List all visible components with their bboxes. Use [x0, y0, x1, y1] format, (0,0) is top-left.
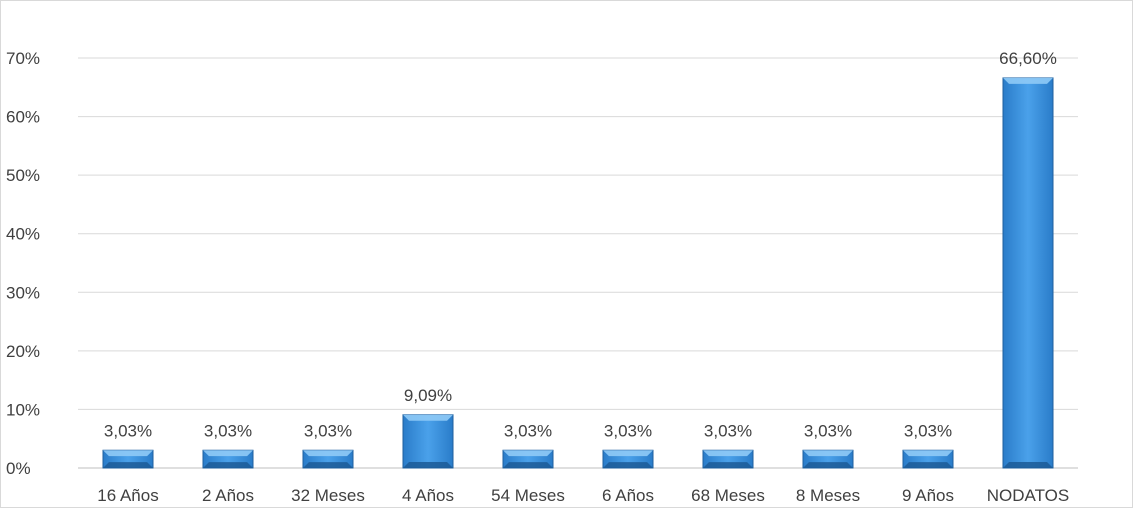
bar-bevel-top — [1003, 77, 1053, 84]
bar-bevel-top — [903, 450, 953, 457]
y-tick-label: 10% — [6, 400, 40, 419]
y-axis-ticks: 0% 10% 20% 30% 40% 50% 60% 70% — [6, 49, 40, 478]
bar-body — [1002, 77, 1054, 469]
bar-bevel-bottom — [203, 462, 253, 468]
data-label: 3,03% — [604, 421, 652, 440]
data-label: 3,03% — [504, 421, 552, 440]
bar — [202, 449, 254, 469]
data-labels: 3,03% 3,03% 3,03% 9,09% 3,03% 3,03% 3,03% 3,03%… — [104, 49, 1057, 440]
x-tick-label: 68 Meses — [691, 486, 765, 505]
bar — [302, 449, 354, 469]
bar-bevel-bottom — [803, 462, 853, 468]
bar — [702, 449, 754, 469]
x-tick-label: 32 Meses — [291, 486, 365, 505]
x-tick-label: 4 Años — [402, 486, 454, 505]
bar — [602, 449, 654, 469]
bar — [1002, 77, 1054, 469]
bar — [402, 414, 454, 469]
x-tick-label: 54 Meses — [491, 486, 565, 505]
data-label: 66,60% — [999, 49, 1057, 68]
x-axis-ticks: 16 Años 2 Años 32 Meses 4 Años 54 Meses 6 Año… — [97, 486, 1069, 505]
bar-body — [402, 414, 454, 469]
bar-bevel-top — [303, 450, 353, 457]
y-tick-label: 50% — [6, 166, 40, 185]
bar-bevel-top — [503, 450, 553, 457]
bar-bevel-bottom — [903, 462, 953, 468]
bar-bevel-top — [203, 450, 253, 457]
bar-bevel-bottom — [303, 462, 353, 468]
bar-bevel-top — [603, 450, 653, 457]
y-tick-label: 30% — [6, 283, 40, 302]
bar-bevel-top — [103, 450, 153, 457]
bar-bevel-bottom — [603, 462, 653, 468]
y-tick-label: 20% — [6, 342, 40, 361]
bar-bevel-bottom — [103, 462, 153, 468]
bar — [802, 449, 854, 469]
bar-bevel-top — [403, 414, 453, 421]
bar-bevel-top — [803, 450, 853, 457]
y-tick-label: 0% — [6, 459, 31, 478]
data-label: 3,03% — [104, 421, 152, 440]
bar-bevel-top — [703, 450, 753, 457]
data-label: 3,03% — [204, 421, 252, 440]
bar-bevel-bottom — [403, 462, 453, 468]
bar — [502, 449, 554, 469]
gridlines — [78, 57, 1078, 469]
x-tick-label: 8 Meses — [796, 486, 860, 505]
x-tick-label: 2 Años — [202, 486, 254, 505]
bars — [102, 77, 1054, 469]
bar — [102, 449, 154, 469]
bar-bevel-bottom — [703, 462, 753, 468]
x-tick-label: 16 Años — [97, 486, 158, 505]
bar-bevel-bottom — [1003, 462, 1053, 468]
y-tick-label: 40% — [6, 225, 40, 244]
data-label: 9,09% — [404, 386, 452, 405]
y-tick-label: 70% — [6, 49, 40, 68]
data-label: 3,03% — [704, 421, 752, 440]
bar — [902, 449, 954, 469]
data-label: 3,03% — [904, 421, 952, 440]
data-label: 3,03% — [804, 421, 852, 440]
data-label: 3,03% — [304, 421, 352, 440]
x-tick-label: NODATOS — [987, 486, 1070, 505]
y-tick-label: 60% — [6, 108, 40, 127]
x-tick-label: 9 Años — [902, 486, 954, 505]
x-tick-label: 6 Años — [602, 486, 654, 505]
bar-bevel-bottom — [503, 462, 553, 468]
